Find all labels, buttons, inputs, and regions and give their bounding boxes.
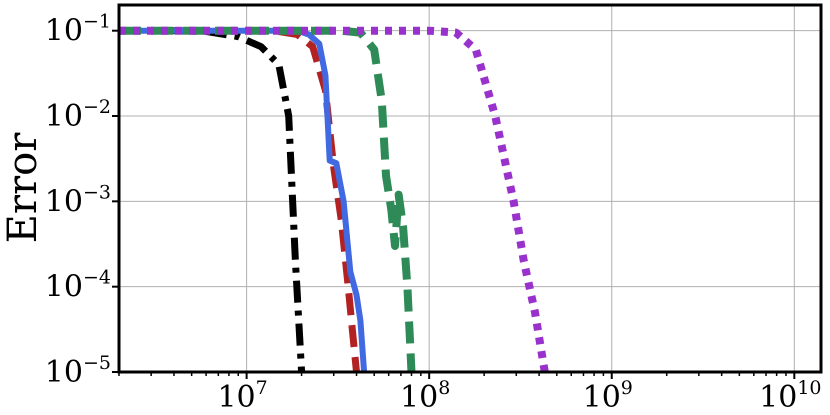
plot-frame (117, 3, 823, 374)
y-tick-label: 10−2 (45, 96, 111, 134)
y-tick-label: 10−4 (45, 267, 111, 305)
x-tick-label: 108 (400, 377, 450, 415)
series-layer (119, 26, 549, 372)
grid (119, 5, 821, 373)
y-axis-label: Error (0, 132, 46, 244)
series-line (119, 26, 416, 372)
series-line (119, 27, 306, 372)
y-tick-label: 10−3 (45, 181, 111, 219)
x-tick-label: 107 (217, 377, 267, 415)
x-tick-label: 109 (583, 377, 633, 415)
y-tick-label: 10−1 (45, 11, 111, 49)
x-tick-label: 1010 (759, 377, 821, 415)
tick-layer: 107 108 109 1010 10−1 10−2 10−3 10−4 10−5 (45, 11, 822, 415)
y-tick-label: 10−5 (45, 352, 111, 390)
